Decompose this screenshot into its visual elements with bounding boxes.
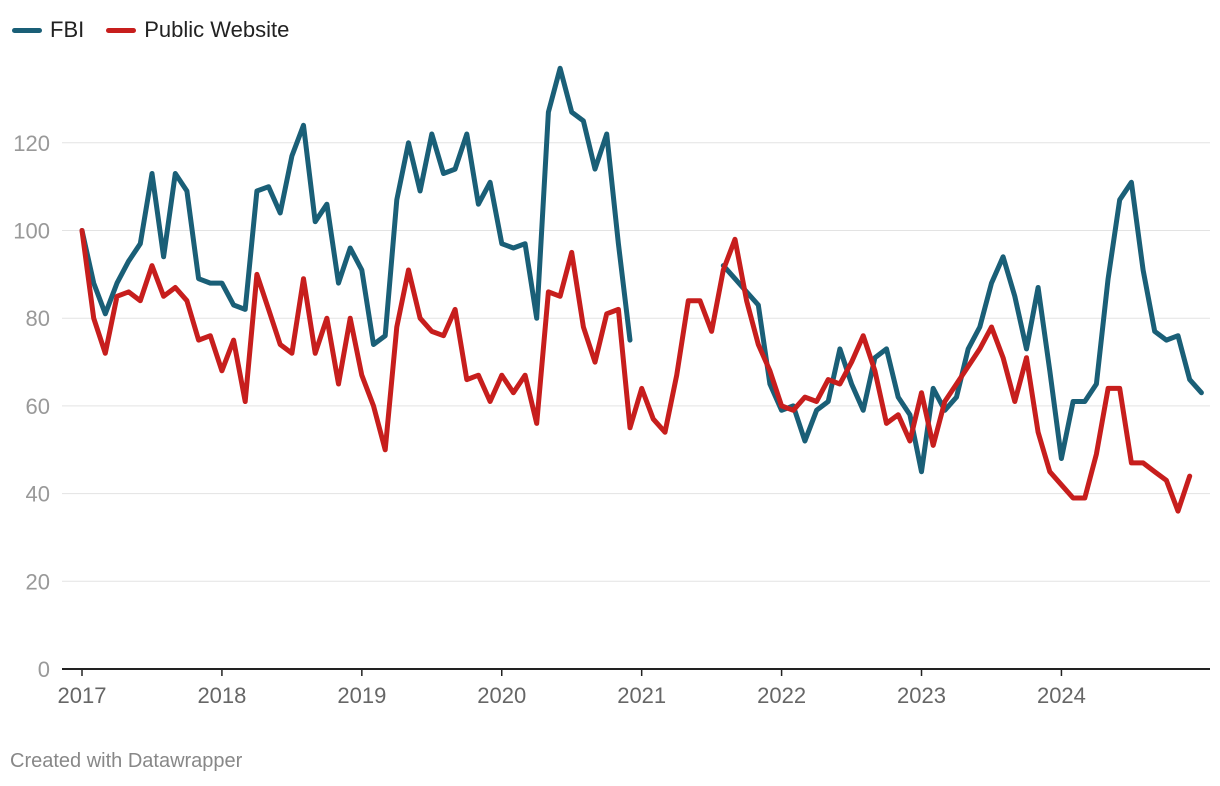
y-tick-label-20: 20 <box>26 569 50 594</box>
x-tick-label-2017: 2017 <box>58 683 107 708</box>
legend-swatch-public-website <box>106 27 137 33</box>
y-tick-label-0: 0 <box>38 657 50 682</box>
x-tick-label-2021: 2021 <box>617 683 666 708</box>
x-tick-label-2024: 2024 <box>1037 683 1086 708</box>
legend-item-fbi: FBI <box>12 17 84 43</box>
legend-swatch-fbi <box>12 27 42 33</box>
legend-item-public-website: Public Website <box>106 17 289 43</box>
y-tick-label-80: 80 <box>26 306 50 331</box>
legend-label-fbi: FBI <box>50 17 85 42</box>
x-tick-label-2018: 2018 <box>197 683 246 708</box>
x-tick-label-2020: 2020 <box>477 683 526 708</box>
x-tick-label-2019: 2019 <box>337 683 386 708</box>
legend-label-public-website: Public Website <box>144 17 290 42</box>
footer-credit: Created with Datawrapper <box>10 750 243 772</box>
series-line-public-website <box>79 228 1193 514</box>
y-tick-label-40: 40 <box>26 482 50 507</box>
line-chart: 0 20 40 60 80 100 120 2017 2018 2019 2020 2021 2022 2… <box>13 65 1210 708</box>
x-tick-label-2023: 2023 <box>897 683 946 708</box>
x-tick-label-2022: 2022 <box>757 683 806 708</box>
series-line-fbi-segment-2 <box>720 179 1204 475</box>
y-tick-label-100: 100 <box>13 219 50 244</box>
legend: FBI Public Website <box>12 14 311 46</box>
y-tick-label-120: 120 <box>13 131 50 156</box>
y-tick-label-60: 60 <box>26 394 50 419</box>
series-line-fbi-segment-1 <box>79 65 633 347</box>
